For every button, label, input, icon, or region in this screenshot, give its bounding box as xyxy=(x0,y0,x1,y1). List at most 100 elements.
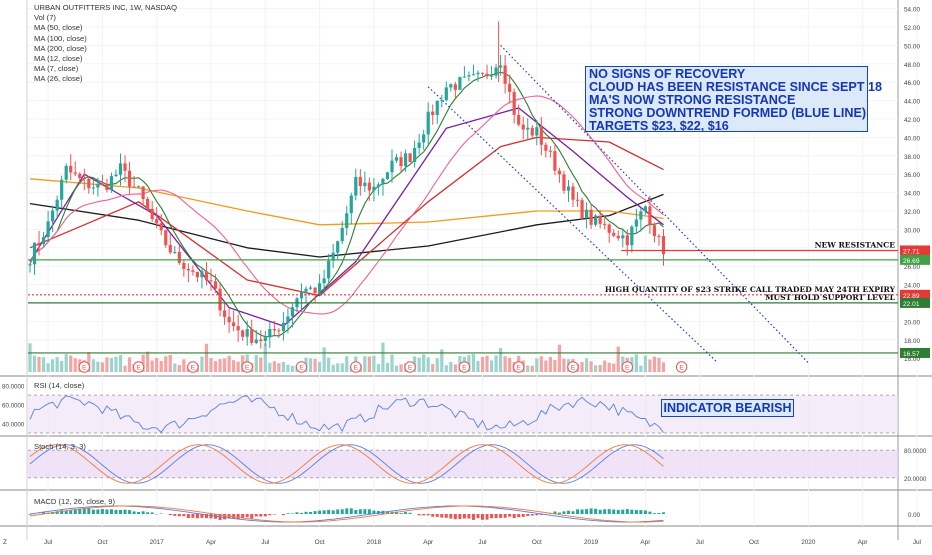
candle-body xyxy=(594,216,597,225)
time-tick-label: Oct xyxy=(97,539,107,546)
macd-histogram-bar xyxy=(128,510,131,514)
volume-bar xyxy=(282,362,285,372)
macd-histogram-bar xyxy=(169,514,172,515)
time-tick-label: Apr xyxy=(640,539,651,546)
candle-body xyxy=(567,187,570,191)
legend-item[interactable]: MA (50, close) xyxy=(34,23,177,33)
candle-body xyxy=(458,77,461,90)
rsi-tick-label: 40.0000 xyxy=(2,422,25,429)
stoch-label[interactable]: Stoch (14, 3, 3) xyxy=(34,442,86,451)
candle-body xyxy=(304,289,307,292)
candle-body xyxy=(218,289,221,311)
legend-item[interactable]: MA (200, close) xyxy=(34,44,177,54)
macd-histogram-bar xyxy=(146,512,149,514)
volume-bar xyxy=(535,358,538,372)
macd-histogram-bar xyxy=(431,514,434,517)
macd-histogram-bar xyxy=(436,514,439,517)
candle-body xyxy=(418,142,421,147)
price-tick-label: 30.00 xyxy=(904,227,920,234)
earnings-marker-label: E xyxy=(354,365,359,372)
macd-histogram-bar xyxy=(608,509,611,514)
volume-bar xyxy=(558,345,561,372)
volume-bar xyxy=(526,365,529,372)
candle-body xyxy=(286,317,289,323)
macd-histogram-bar xyxy=(427,514,430,515)
volume-bar xyxy=(173,363,176,372)
volume-bar xyxy=(617,347,620,372)
earnings-marker-label: E xyxy=(299,365,304,372)
volume-bar xyxy=(209,358,212,372)
macd-histogram-bar xyxy=(590,508,593,514)
volume-bar xyxy=(639,366,642,372)
volume-bar xyxy=(200,357,203,372)
candle-body xyxy=(648,206,651,225)
macd-histogram-bar xyxy=(223,514,226,519)
macd-histogram-bar xyxy=(305,512,308,514)
volume-bar xyxy=(164,356,167,372)
time-tick-label: Oct xyxy=(749,539,759,546)
candle-body xyxy=(137,186,140,187)
candle-body xyxy=(653,225,656,236)
candle-body xyxy=(571,187,574,200)
volume-bar xyxy=(268,363,271,372)
macd-histogram-bar xyxy=(345,508,348,514)
volume-bar xyxy=(336,363,339,372)
volume-bar xyxy=(101,362,104,372)
volume-bar xyxy=(594,365,597,372)
volume-bar xyxy=(223,358,226,372)
candle-body xyxy=(612,233,615,236)
volume-bar xyxy=(418,358,421,372)
volume-bar xyxy=(277,363,280,372)
macd-histogram-bar xyxy=(449,514,452,519)
candle-body xyxy=(377,184,380,186)
candle-body xyxy=(237,326,240,330)
macd-histogram-bar xyxy=(662,512,665,514)
candle-body xyxy=(644,206,647,211)
volume-bar xyxy=(662,362,665,372)
candle-body xyxy=(151,209,154,219)
macd-histogram-bar xyxy=(490,514,493,518)
candle-body xyxy=(47,221,50,237)
time-tick-label: Oct xyxy=(315,539,325,546)
price-tag-label: 26.69 xyxy=(903,258,920,265)
macd-histogram-bar xyxy=(363,509,366,514)
legend-item[interactable]: MA (26, close) xyxy=(34,74,177,84)
candle-body xyxy=(508,84,511,92)
volume-bar xyxy=(96,362,99,372)
legend-item[interactable]: MA (12, close) xyxy=(34,54,177,64)
rsi-label[interactable]: RSI (14, close) xyxy=(34,381,84,390)
candle-body xyxy=(327,261,330,278)
volume-bar xyxy=(309,358,312,372)
candle-body xyxy=(522,125,525,130)
volume-bar xyxy=(146,352,149,372)
candle-body xyxy=(531,128,534,136)
volume-bar xyxy=(363,356,366,372)
macd-histogram-bar xyxy=(114,510,117,514)
time-tick-label: 2019 xyxy=(584,539,599,546)
volume-bar xyxy=(345,356,348,372)
macd-label[interactable]: MACD (12, 26, close, 9) xyxy=(34,497,115,506)
volume-bar xyxy=(60,361,63,372)
candle-body xyxy=(481,73,484,74)
candle-body xyxy=(413,148,416,162)
candle-body xyxy=(142,186,145,199)
macd-histogram-bar xyxy=(581,509,584,514)
candle-body xyxy=(28,264,31,265)
time-tick-label: Jul xyxy=(44,539,52,546)
legend-item[interactable]: MA (100, close) xyxy=(34,34,177,44)
macd-histogram-bar xyxy=(617,510,620,514)
candle-body xyxy=(386,172,389,179)
legend-item[interactable]: MA (7, close) xyxy=(34,64,177,74)
volume-bar xyxy=(490,360,493,372)
candle-body xyxy=(576,200,579,201)
candle-body xyxy=(78,174,81,178)
rsi-tick-label: 60.0000 xyxy=(2,403,25,410)
time-tick-label: 2020 xyxy=(801,539,816,546)
candle-body xyxy=(427,112,430,135)
volume-bar xyxy=(37,357,40,372)
legend-item[interactable]: Vol (7) xyxy=(34,13,177,23)
candle-body xyxy=(513,92,516,115)
macd-histogram-bar xyxy=(178,514,181,516)
earnings-marker-label: E xyxy=(571,365,576,372)
volume-bar xyxy=(119,355,122,372)
